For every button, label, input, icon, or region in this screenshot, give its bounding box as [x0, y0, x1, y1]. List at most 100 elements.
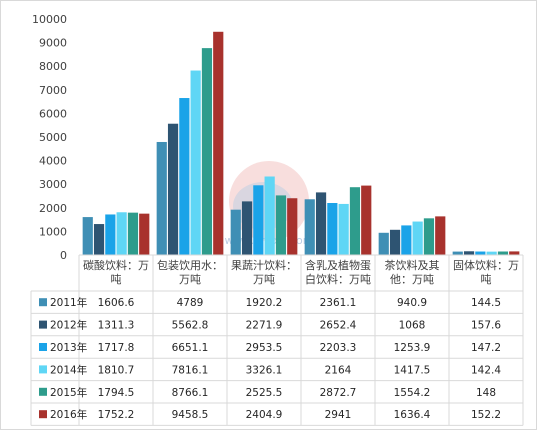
y-tick-label: 6000	[39, 107, 67, 120]
bar	[338, 203, 349, 255]
bar	[509, 251, 520, 255]
table-cell-value: 5562.8	[172, 320, 209, 332]
bar	[230, 209, 241, 255]
table-cell-value: 1794.5	[98, 387, 135, 399]
category-label: 茶饮料及其	[385, 258, 440, 272]
table-cell-value: 1752.2	[98, 409, 135, 421]
bar	[304, 199, 315, 255]
table-cell-value: 1717.8	[98, 342, 135, 354]
legend-label: 2011年	[50, 296, 87, 309]
table-cell-value: 1636.4	[394, 409, 431, 421]
y-tick-label: 10000	[32, 13, 67, 26]
table-cell-value: 147.2	[471, 342, 501, 354]
legend-swatch	[39, 320, 47, 329]
table-cell-value: 157.6	[471, 320, 501, 332]
bar	[213, 31, 224, 256]
legend-swatch	[39, 387, 47, 396]
legend-swatch	[39, 410, 47, 419]
category-label: 包装饮用水：	[157, 259, 223, 272]
table-cell-value: 1253.9	[394, 342, 431, 354]
bar	[475, 251, 486, 255]
legend-label: 2012年	[50, 319, 87, 332]
legend-swatch	[39, 365, 47, 374]
y-tick-label: 4000	[39, 155, 67, 168]
legend-swatch	[39, 343, 47, 351]
category-label: 吨	[481, 273, 492, 286]
table-cell-value: 6651.1	[172, 342, 209, 354]
bar	[275, 195, 287, 255]
category-label: 他：万吨	[390, 273, 434, 286]
table-cell-value: 2652.4	[320, 320, 357, 332]
bar	[287, 198, 298, 255]
bar	[82, 217, 93, 255]
y-tick-label: 8000	[39, 60, 67, 73]
bar	[423, 218, 435, 255]
table-cell-value: 2203.3	[320, 342, 357, 354]
bar	[361, 185, 372, 255]
bar	[463, 251, 475, 255]
y-tick-label: 9000	[39, 37, 67, 50]
table-cell-value: 2525.5	[246, 387, 283, 399]
table-cell-value: 940.9	[397, 297, 427, 309]
bar	[264, 176, 275, 255]
table-cell-value: 2953.5	[246, 342, 283, 354]
table-cell-value: 2164	[325, 364, 352, 376]
category-label: 碳酸饮料：万	[83, 258, 149, 272]
table-cell-value: 4789	[177, 297, 204, 309]
table-cell-value: 8766.1	[172, 387, 209, 399]
y-tick-label: 3000	[39, 178, 67, 191]
y-tick-label: 0	[60, 249, 67, 262]
legend-swatch	[39, 298, 47, 307]
bar	[167, 123, 179, 255]
legend-label: 2014年	[50, 363, 87, 376]
table-cell-value: 1554.2	[394, 387, 431, 399]
bar	[179, 98, 190, 255]
category-label: 吨	[111, 273, 122, 286]
table-cell-value: 2941	[325, 409, 352, 421]
y-tick-label: 7000	[39, 84, 67, 97]
legend-label: 2015年	[50, 386, 87, 399]
bar	[156, 141, 167, 255]
bar	[497, 251, 509, 255]
category-label: 固体饮料：万	[453, 258, 519, 272]
bar	[315, 192, 327, 255]
y-tick-label: 5000	[39, 131, 67, 144]
bar	[378, 232, 389, 255]
bar	[486, 251, 497, 255]
bar	[93, 224, 105, 255]
table-cell-value: 2361.1	[320, 297, 357, 309]
table-cell-value: 2404.9	[246, 409, 283, 421]
bar	[435, 216, 446, 255]
bar	[452, 251, 463, 255]
category-label: 白饮料：万吨	[305, 272, 371, 286]
table-cell-value: 148	[476, 387, 496, 399]
bar	[401, 225, 412, 255]
bar	[139, 213, 150, 255]
bar	[201, 48, 213, 256]
bar	[127, 212, 139, 255]
table-cell-value: 2872.7	[320, 387, 357, 399]
legend-label: 2013年	[50, 341, 87, 354]
table-cell-value: 3326.1	[246, 364, 283, 376]
bar	[389, 229, 401, 255]
bar	[116, 212, 127, 255]
table-cell-value: 7816.1	[172, 364, 209, 376]
y-tick-label: 1000	[39, 225, 67, 238]
bar	[327, 203, 338, 255]
table-cell-value: 144.5	[471, 297, 501, 309]
table-cell-value: 1417.5	[394, 364, 431, 376]
table-cell-value: 1606.6	[98, 297, 135, 309]
table-cell-value: 142.4	[471, 364, 501, 376]
bar	[190, 70, 201, 255]
category-label: 万吨	[179, 273, 201, 286]
bar	[241, 201, 253, 255]
category-label: 万吨	[253, 273, 275, 286]
table-cell-value: 1311.3	[98, 320, 135, 332]
y-tick-label: 2000	[39, 202, 67, 215]
table-cell-value: 9458.5	[172, 409, 209, 421]
table-cell-value: 1068	[399, 320, 426, 332]
bar	[253, 185, 264, 255]
table-cell-value: 2271.9	[246, 320, 283, 332]
table-cell-value: 1920.2	[246, 297, 283, 309]
